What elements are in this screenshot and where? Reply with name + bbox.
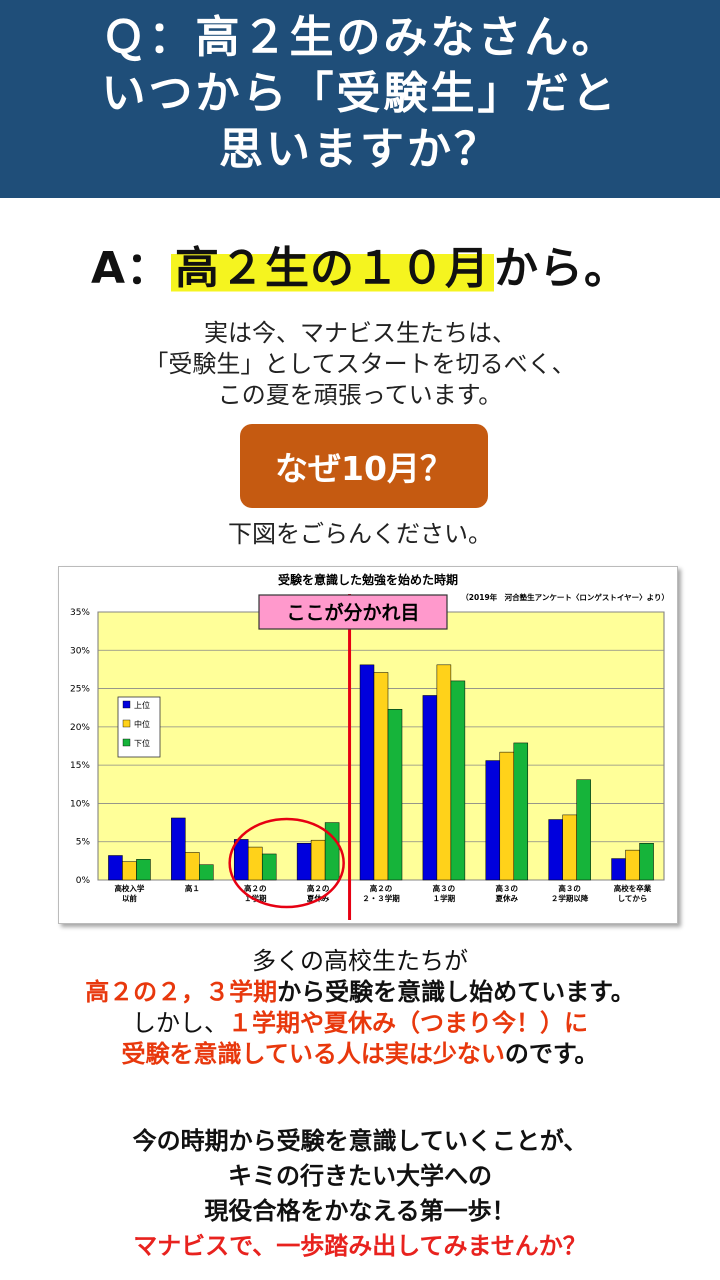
legend-swatch xyxy=(122,719,131,728)
answer-suffix: から。 xyxy=(494,243,630,294)
legend-label: 下位 xyxy=(134,738,150,748)
x-tick-label-line2: 夏休み xyxy=(306,893,330,903)
closing-message: 今の時期から受験を意識していくことが、 キミの行きたい大学への 現役合格をかなえ… xyxy=(0,1124,720,1264)
x-tick-label: 高３の xyxy=(558,883,581,893)
explanation-line-1: 多くの高校生たちが xyxy=(252,947,468,975)
x-tick-label-line2: １学期 xyxy=(433,893,456,903)
y-tick-label: 25% xyxy=(70,685,90,695)
bar-中位 xyxy=(247,846,263,881)
x-tick-label: 高３の xyxy=(433,883,456,893)
x-tick-label: 高２の xyxy=(370,883,393,893)
x-tick-label: 高校を卒業 xyxy=(614,883,652,893)
x-tick-label-line2: １学期 xyxy=(244,893,267,903)
answer-heading: A：高２生の１０月から。 xyxy=(0,232,720,296)
x-tick-label-line2: 以前 xyxy=(122,893,137,903)
bar-上位 xyxy=(359,664,375,881)
y-tick-label: 0% xyxy=(76,876,91,886)
chart-source: （2019年 河合塾生アンケート〈ロンゲストイヤー〉より） xyxy=(461,592,669,602)
explanation-line-3-prefix: しかし、 xyxy=(132,1009,228,1037)
bar-中位 xyxy=(185,852,200,881)
bar-中位 xyxy=(625,849,640,881)
bar-上位 xyxy=(548,819,563,881)
explanation-line-4: のです。 xyxy=(504,1040,599,1068)
answer-highlight: 高２生の１０月 xyxy=(171,243,495,294)
closing-call-to-action: マナビスで、一歩踏み出してみませんか？ xyxy=(133,1232,587,1260)
x-tick-label: 高２の xyxy=(307,883,330,893)
chart-title: 受験を意識した勉強を始めた時期 xyxy=(278,572,458,587)
x-tick-label-line2: してから xyxy=(618,894,648,903)
intro-text: 実は今、マナビス生たちは、 「受験生」としてスタートを切るべく、 この夏を頑張っ… xyxy=(0,318,720,411)
callout-text: ここが分かれ目 xyxy=(286,601,419,624)
x-tick-label: 高３の xyxy=(496,883,519,893)
bar-上位 xyxy=(108,855,123,881)
y-tick-label: 20% xyxy=(70,723,90,733)
bar-下位 xyxy=(450,680,466,881)
bar-上位 xyxy=(171,817,186,881)
bar-中位 xyxy=(310,839,326,881)
bar-中位 xyxy=(122,861,137,881)
bar-下位 xyxy=(324,822,340,881)
bar-下位 xyxy=(576,779,591,881)
explanation-line-4-highlight: 受験を意識している人は実は少ない xyxy=(121,1040,505,1068)
chart-container: 受験を意識した勉強を始めた時期 （2019年 河合塾生アンケート〈ロンゲストイヤー… xyxy=(58,566,678,924)
y-tick-label: 15% xyxy=(70,761,90,771)
y-tick-label: 10% xyxy=(70,799,90,809)
y-tick-label: 35% xyxy=(70,608,90,618)
x-tick-label-line2: ２学期以降 xyxy=(551,893,589,903)
legend-label: 上位 xyxy=(134,700,150,710)
closing-line-2: キミの行きたい大学への xyxy=(228,1162,492,1190)
why-october-button[interactable]: なぜ10月？ xyxy=(240,424,488,508)
y-tick-label: 5% xyxy=(76,838,91,848)
explanation-highlight-term: 高２の２，３学期 xyxy=(85,978,278,1006)
answer-prefix: A： xyxy=(90,243,172,294)
x-tick-label: 高１ xyxy=(185,883,200,893)
bar-下位 xyxy=(136,859,151,881)
question-line-3: 思いますか？ xyxy=(219,124,501,175)
explanation-line-3-highlight: １学期や夏休み（つまり今！）に xyxy=(228,1009,588,1037)
question-header: Ｑ：高２生のみなさん。 いつから「受験生」だと 思いますか？ xyxy=(0,0,720,198)
bar-上位 xyxy=(422,695,438,881)
bar-上位 xyxy=(611,858,626,881)
bar-下位 xyxy=(639,842,654,881)
bar-上位 xyxy=(296,842,312,881)
callout-box xyxy=(258,594,448,630)
y-tick-label: 30% xyxy=(70,646,90,656)
explanation-line-2: から受験を意識し始めています。 xyxy=(277,978,635,1006)
bar-中位 xyxy=(436,664,452,881)
bar-中位 xyxy=(499,751,515,881)
bar-下位 xyxy=(261,853,277,881)
closing-line-1: 今の時期から受験を意識していくことが、 xyxy=(132,1127,588,1155)
bar-中位 xyxy=(562,814,577,881)
intro-line-3: この夏を頑張っています。 xyxy=(217,381,503,409)
legend-swatch xyxy=(122,700,131,709)
bar-chart: 受験を意識した勉強を始めた時期（2019年 河合塾生アンケート〈ロンゲストイヤー… xyxy=(70,572,669,920)
bar-上位 xyxy=(233,839,249,881)
see-figure-text: 下図をごらんください。 xyxy=(228,520,492,548)
question-line-2: いつから「受験生」だと xyxy=(101,68,619,119)
intro-line-1: 実は今、マナビス生たちは、 xyxy=(204,319,516,347)
legend-label: 中位 xyxy=(134,719,150,729)
explanation-text: 多くの高校生たちが 高２の２，３学期から受験を意識し始めています。 しかし、１学… xyxy=(0,946,720,1070)
bar-下位 xyxy=(387,708,403,881)
legend-swatch xyxy=(122,738,131,747)
question-line-1: Ｑ：高２生のみなさん。 xyxy=(101,12,619,63)
x-tick-label: 高２の xyxy=(244,883,267,893)
intro-line-2: 「受験生」としてスタートを切るべく、 xyxy=(144,350,576,378)
closing-line-3: 現役合格をかなえる第一歩！ xyxy=(204,1197,516,1225)
bar-下位 xyxy=(513,742,529,881)
x-tick-label: 高校入学 xyxy=(114,883,144,893)
bar-上位 xyxy=(485,760,501,881)
x-tick-label-line2: 夏休み xyxy=(495,893,519,903)
bar-中位 xyxy=(373,672,389,881)
highlight-circle xyxy=(228,817,345,909)
x-tick-label-line2: ２・３学期 xyxy=(362,893,400,903)
bar-下位 xyxy=(199,864,214,881)
